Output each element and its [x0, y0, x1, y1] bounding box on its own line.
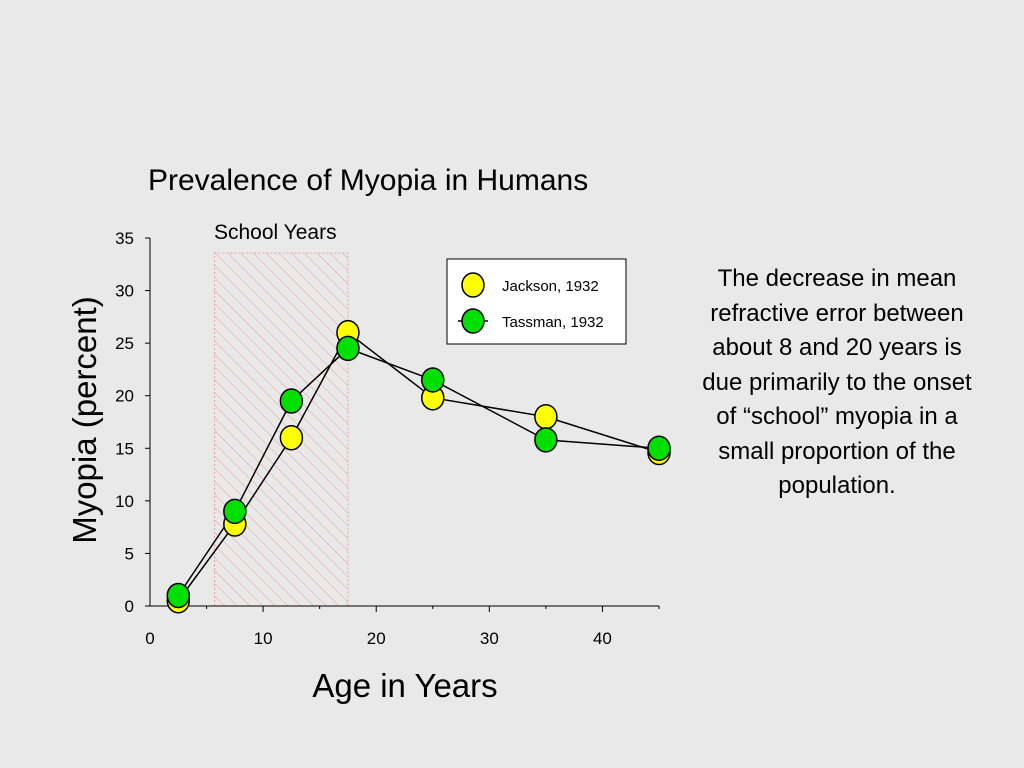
data-point-series-2 — [336, 335, 360, 362]
school-years-label: School Years — [214, 221, 337, 244]
data-point-series-1 — [279, 425, 304, 451]
y-tick-label: 20 — [115, 387, 134, 406]
chart-title: Prevalence of Myopia in Humans — [148, 164, 588, 197]
y-tick-label: 30 — [115, 282, 134, 301]
data-point-series-2 — [223, 498, 247, 525]
legend-label-2: Tassman, 1932 — [502, 314, 604, 331]
school-years-band — [214, 253, 348, 606]
data-point-series-2 — [534, 427, 558, 453]
legend-label-1: Jackson, 1932 — [502, 278, 599, 295]
data-point-series-2 — [166, 582, 191, 609]
y-tick-label: 0 — [125, 597, 134, 616]
data-point-series-2 — [279, 388, 304, 414]
y-tick-label: 10 — [115, 492, 134, 511]
y-tick-label: 15 — [115, 439, 134, 458]
data-point-series-1 — [534, 403, 558, 430]
y-tick-label: 25 — [115, 334, 134, 353]
legend-marker-2 — [461, 308, 485, 334]
x-tick-label: 0 — [145, 629, 154, 648]
x-axis-label: Age in Years — [312, 667, 497, 704]
x-tick-label: 20 — [367, 629, 386, 648]
y-tick-label: 35 — [115, 229, 134, 248]
x-tick-label: 30 — [480, 629, 499, 648]
y-axis-label: Myopia (percent) — [66, 296, 103, 544]
legend-marker-1 — [461, 272, 485, 298]
data-point-series-2 — [421, 367, 445, 393]
x-tick-label: 40 — [593, 629, 612, 648]
data-point-series-2 — [647, 435, 671, 462]
side-note: The decrease in mean refractive error be… — [702, 265, 972, 499]
x-tick-label: 10 — [254, 629, 273, 648]
legend: Jackson, 1932 Tassman, 1932 — [446, 258, 627, 345]
y-tick-label: 5 — [125, 544, 134, 563]
